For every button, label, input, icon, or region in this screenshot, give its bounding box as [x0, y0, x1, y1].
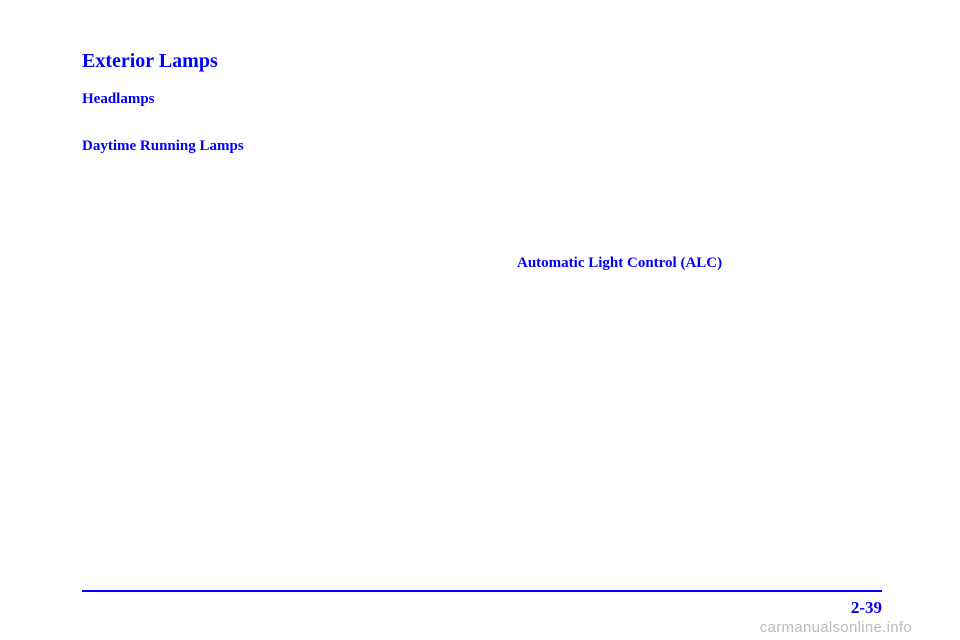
- section-title: Exterior Lamps: [82, 50, 882, 73]
- subheading-headlamps: Headlamps: [82, 91, 882, 108]
- watermark-text: carmanualsonline.info: [760, 619, 912, 636]
- subheading-drl: Daytime Running Lamps: [82, 138, 882, 155]
- page-content: Exterior Lamps Headlamps Daytime Running…: [82, 50, 882, 169]
- subheading-alc: Automatic Light Control (ALC): [517, 255, 722, 272]
- footer-rule: [82, 590, 882, 592]
- page-number: 2-39: [851, 598, 882, 618]
